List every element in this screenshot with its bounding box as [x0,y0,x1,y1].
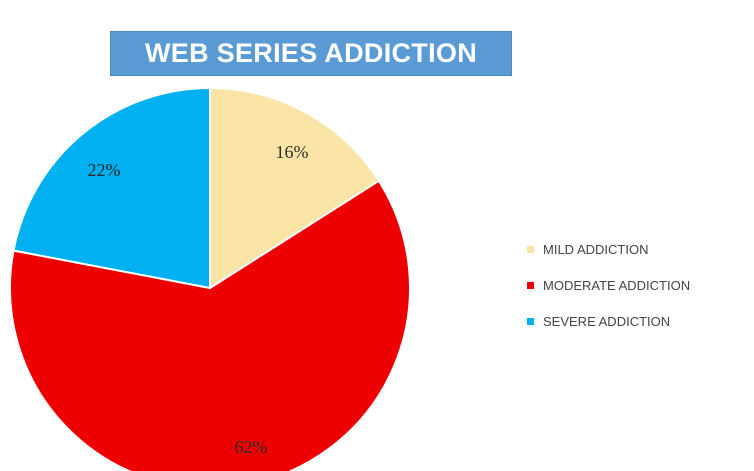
chart-title-box: WEB SERIES ADDICTION [110,31,512,76]
legend-item: MILD ADDICTION [527,240,690,258]
pie-slice-severe-addiction [12,86,211,290]
legend-swatch [527,317,534,325]
legend-item: MODERATE ADDICTION [527,276,690,294]
legend-label: SEVERE ADDICTION [543,313,671,329]
slice-percent-label: 22% [88,160,121,180]
legend-swatch [527,281,534,289]
pie-slice-mild-addiction [209,86,381,290]
pie-slice-moderate-addiction [9,179,411,471]
legend-swatch [527,245,534,253]
legend-label: MILD ADDICTION [543,241,649,257]
slice-percent-label: 16% [276,142,309,162]
chart-legend: MILD ADDICTION MODERATE ADDICTION SEVERE A… [527,240,690,348]
legend-item: SEVERE ADDICTION [527,312,690,330]
slice-percent-label: 62% [235,437,268,457]
legend-label: MODERATE ADDICTION [543,277,691,293]
chart-title: WEB SERIES ADDICTION [144,38,478,68]
